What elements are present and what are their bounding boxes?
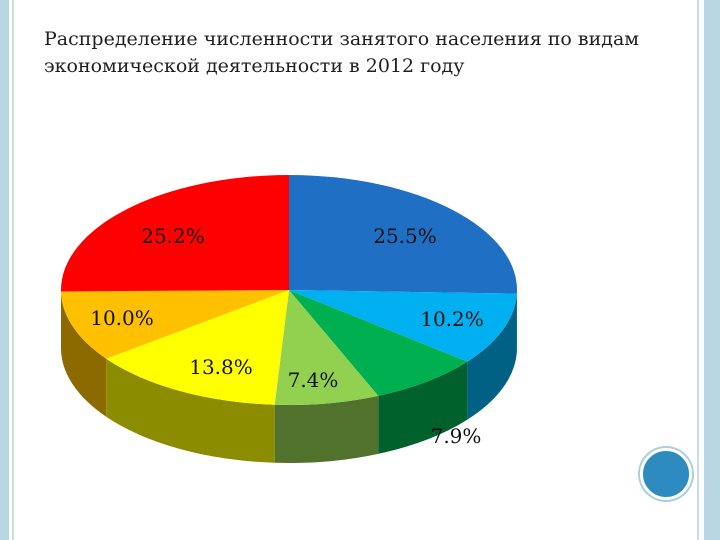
pie-slice-6 — [60, 175, 289, 292]
pie-tops — [60, 175, 517, 405]
slice-label-2: 7.9% — [431, 424, 482, 448]
pie-slice-2 — [289, 290, 468, 396]
pie-slice-1 — [289, 290, 517, 362]
pie-slice-3 — [274, 290, 379, 405]
pie-side-2 — [378, 361, 468, 454]
slice-label-3: 7.4% — [288, 368, 339, 392]
pie-side-3 — [274, 395, 379, 464]
pie-labels: 25.5% 10.2% 7.9% 7.4% 13.8% 10.0% 25.2% — [90, 224, 484, 448]
right-border-thin-rule — [697, 0, 699, 540]
pie-side-4 — [106, 358, 275, 463]
right-border-rule — [704, 0, 720, 540]
pie-slice-4 — [106, 290, 289, 405]
slice-label-0: 25.5% — [373, 224, 437, 248]
slice-label-1: 10.2% — [420, 307, 484, 331]
pie-slice-0 — [289, 175, 517, 294]
pie-slice-5 — [61, 290, 289, 359]
slide-title: Распределение численности занятого насел… — [44, 28, 640, 77]
left-border-rule — [0, 0, 9, 540]
slice-label-4: 13.8% — [189, 355, 253, 379]
left-border-thin-rule — [12, 0, 14, 540]
slice-label-6: 25.2% — [141, 224, 205, 248]
circle-button-icon[interactable] — [640, 448, 692, 500]
slice-label-5: 10.0% — [90, 306, 154, 330]
pie-side-1 — [467, 293, 517, 420]
pie-sides — [61, 290, 517, 464]
pie-side-5 — [61, 291, 107, 417]
